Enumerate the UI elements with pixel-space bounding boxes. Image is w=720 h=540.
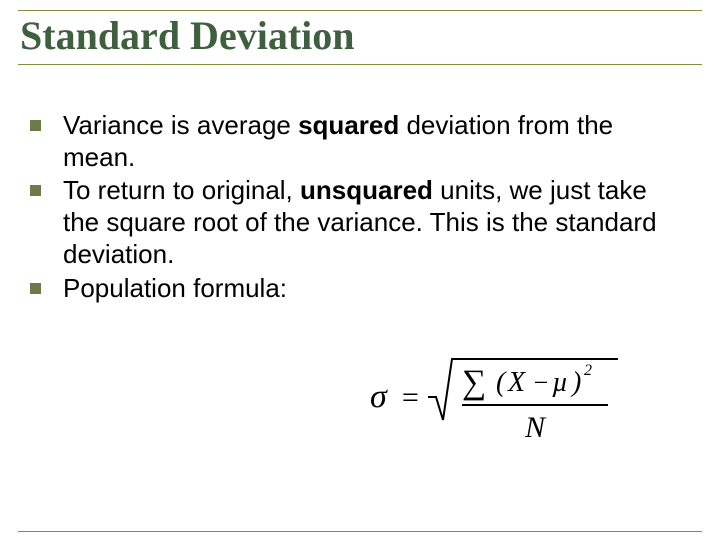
mu: µ (552, 367, 568, 398)
text-bold: unsquared (300, 175, 433, 205)
list-item: To return to original, unsquared units, … (30, 175, 680, 270)
text-pre: To return to original, (63, 175, 300, 205)
formula-svg: σ = ∑ ( X − µ ) 2 N (370, 345, 630, 455)
close-paren: ) (570, 367, 581, 398)
var-X: X (507, 367, 526, 398)
population-formula: σ = ∑ ( X − µ ) 2 N (370, 345, 630, 455)
open-paren: ( (496, 367, 507, 398)
power-two: 2 (584, 362, 592, 379)
text-pre: Variance is average (63, 110, 298, 140)
page-title: Standard Deviation (18, 14, 702, 58)
slide: Standard Deviation Variance is average s… (0, 0, 720, 540)
square-bullet-icon (30, 120, 41, 131)
bullet-text: Population formula: (63, 273, 680, 305)
sigma-lhs: σ (370, 378, 388, 415)
title-underline (18, 64, 702, 65)
minus-sign: − (532, 368, 550, 397)
bullet-text: To return to original, unsquared units, … (63, 175, 680, 270)
list-item: Population formula: (30, 273, 680, 305)
denominator-N: N (524, 411, 547, 444)
title-block: Standard Deviation (18, 14, 702, 65)
bullet-text: Variance is average squared deviation fr… (63, 110, 680, 173)
equals-sign: = (400, 381, 420, 414)
body: Variance is average squared deviation fr… (30, 110, 680, 306)
summation-sigma: ∑ (462, 364, 486, 401)
footer-rule (18, 531, 702, 532)
top-rule (18, 10, 702, 11)
text-bold: squared (298, 110, 399, 140)
square-bullet-icon (30, 283, 41, 294)
square-bullet-icon (30, 185, 41, 196)
list-item: Variance is average squared deviation fr… (30, 110, 680, 173)
text-pre: Population formula: (63, 273, 287, 303)
